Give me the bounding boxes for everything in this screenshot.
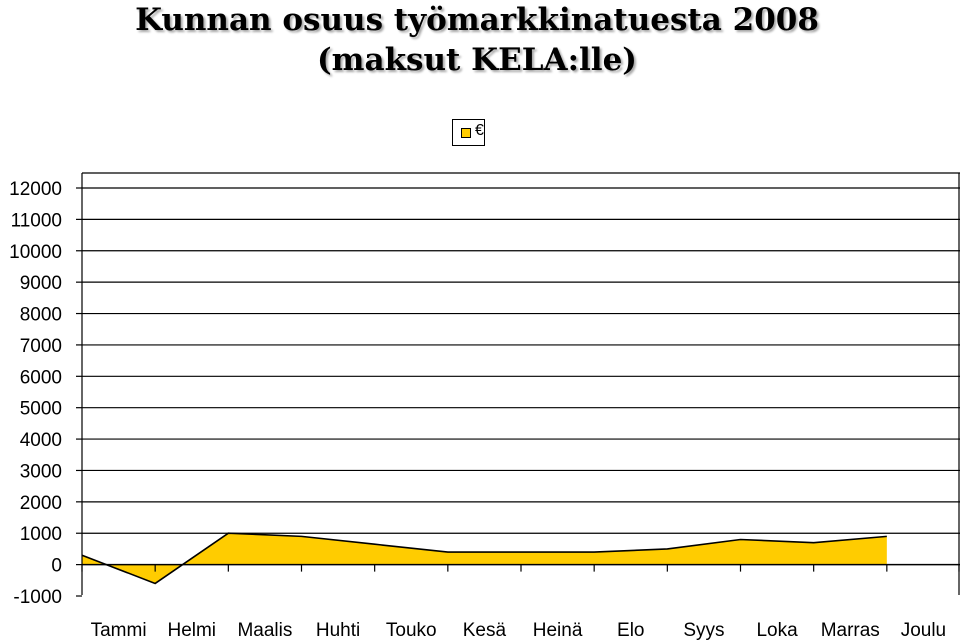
chart-subtitle: (maksut KELA:lle): [317, 42, 637, 78]
chart-title-block: Kunnan osuus työmarkkinatuesta 2008 (mak…: [0, 0, 954, 80]
legend-label: €: [475, 122, 484, 139]
x-tick-label: Touko: [386, 620, 437, 641]
series-area: [82, 533, 887, 584]
x-tick-label: Maalis: [237, 620, 292, 641]
x-tick-label: Elo: [617, 620, 644, 641]
y-tick-label: 5000: [20, 399, 62, 420]
x-tick-label: Tammi: [91, 620, 147, 641]
x-tick-label: Loka: [756, 620, 798, 641]
y-tick-label: 2000: [20, 493, 62, 514]
y-tick-label: 6000: [20, 367, 62, 388]
x-tick-label: Helmi: [167, 620, 216, 641]
y-tick-label: 3000: [20, 461, 62, 482]
y-tick-label: 4000: [20, 430, 62, 451]
y-tick-label: 11000: [11, 210, 62, 231]
x-tick-label: Heinä: [533, 620, 583, 641]
x-tick-label: Huhti: [316, 620, 360, 641]
chart-legend: €: [452, 119, 485, 146]
x-tick-label: Marras: [821, 620, 880, 641]
y-tick-label: 8000: [20, 305, 62, 326]
x-tick-label: Joulu: [901, 620, 946, 641]
y-tick-label: 9000: [20, 273, 62, 294]
y-tick-label: 10000: [9, 242, 62, 263]
y-tick-label: 1000: [20, 524, 62, 545]
series-line: [81, 532, 887, 585]
x-tick-label: Kesä: [463, 620, 507, 641]
y-tick-label: 0: [51, 556, 62, 577]
legend-swatch: [461, 128, 471, 138]
y-tick-label: -1000: [13, 587, 62, 608]
y-tick-label: 7000: [20, 336, 62, 357]
chart-title: Kunnan osuus työmarkkinatuesta 2008: [135, 2, 819, 38]
x-tick-label: Syys: [683, 620, 724, 641]
y-tick-label: 12000: [9, 179, 62, 200]
